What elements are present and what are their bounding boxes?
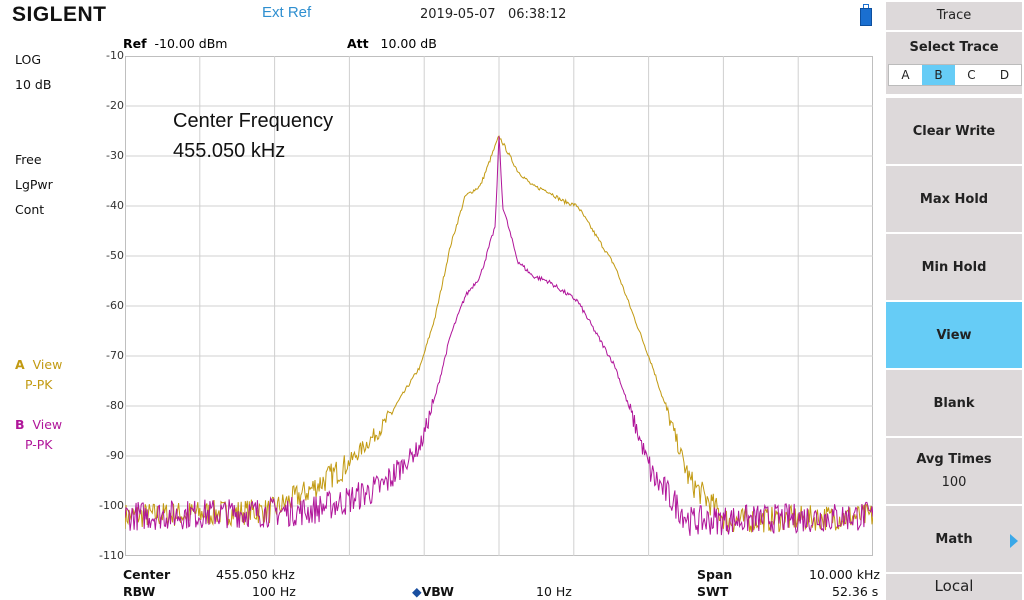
- vbw-label: VBW: [421, 584, 454, 599]
- rbw-label: RBW: [123, 584, 156, 599]
- scale-per-div: 10 dB: [15, 77, 52, 92]
- max-hold-label: Max Hold: [919, 191, 989, 207]
- ext-ref-indicator: Ext Ref: [262, 4, 312, 21]
- swt-label: SWT: [697, 584, 729, 599]
- span-label: Span: [697, 567, 733, 582]
- y-tick-label: -100: [99, 499, 124, 512]
- ref-level: Ref -10.00 dBm: [123, 36, 227, 51]
- time-text: 06:38:12: [507, 7, 567, 22]
- y-tick-label: -70: [106, 349, 124, 362]
- local-button[interactable]: Local: [886, 574, 1022, 600]
- trace-option-b[interactable]: B: [922, 65, 955, 85]
- center-label: Center: [123, 567, 171, 582]
- trace-b-detector: P-PK: [25, 437, 53, 452]
- y-tick-label: -90: [106, 449, 124, 462]
- trace-selector[interactable]: A B C D: [888, 64, 1022, 86]
- date-text: 2019-05-07: [420, 7, 496, 22]
- detector: LgPwr: [15, 177, 53, 192]
- ref-label: Ref: [123, 36, 147, 51]
- ref-value: -10.00 dBm: [154, 36, 228, 51]
- trace-b-line: [125, 135, 873, 536]
- y-tick-label: -10: [106, 49, 124, 62]
- y-tick-label: -80: [106, 399, 124, 412]
- y-tick-label: -40: [106, 199, 124, 212]
- blank-button[interactable]: Blank: [886, 370, 1022, 436]
- center-frequency-annotation: Center Frequency 455.050 kHz: [173, 106, 333, 166]
- y-tick-label: -20: [106, 99, 124, 112]
- siglent-logo: SIGLENT: [12, 3, 107, 26]
- min-hold-label: Min Hold: [921, 259, 987, 275]
- rbw-value: 100 Hz: [252, 584, 296, 599]
- clear-write-label: Clear Write: [912, 123, 996, 139]
- vbw-value: 10 Hz: [536, 584, 572, 599]
- trace-a-detector: P-PK: [25, 377, 53, 392]
- y-tick-label: -110: [99, 549, 124, 562]
- clear-write-button[interactable]: Clear Write: [886, 98, 1022, 164]
- select-trace-label: Select Trace: [909, 40, 999, 55]
- trace-a-letter: A: [15, 357, 25, 372]
- max-hold-button[interactable]: Max Hold: [886, 166, 1022, 232]
- scale-type: LOG: [15, 52, 42, 67]
- y-tick-label: -60: [106, 299, 124, 312]
- graticule: [125, 56, 873, 556]
- submenu-arrow-icon: [1010, 534, 1018, 548]
- trace-a-status: A View: [15, 357, 62, 372]
- trace-b-letter: B: [15, 417, 25, 432]
- menu-title: Trace: [886, 2, 1022, 30]
- y-tick-label: -30: [106, 149, 124, 162]
- vbw-indicator: ◆VBW: [412, 584, 454, 599]
- trace-option-a[interactable]: A: [901, 68, 910, 82]
- sweep-type: Cont: [15, 202, 45, 217]
- select-trace-panel[interactable]: Select Trace A B C D: [886, 32, 1022, 94]
- trace-b-status: B View: [15, 417, 62, 432]
- att-value: 10.00 dB: [380, 36, 437, 51]
- view-label: View: [936, 327, 972, 343]
- sweep-mode: Free: [15, 152, 42, 167]
- att-label: Att: [347, 36, 369, 51]
- y-tick-label: -50: [106, 249, 124, 262]
- span-value: 10.000 kHz: [809, 567, 880, 582]
- usb-icon: [860, 4, 872, 26]
- trace-option-d[interactable]: D: [999, 68, 1010, 82]
- view-button[interactable]: View: [886, 302, 1022, 368]
- annotation-line2: 455.050 kHz: [173, 140, 286, 162]
- spectrum-graph[interactable]: [125, 56, 873, 556]
- annotation-line1: Center Frequency: [173, 110, 334, 132]
- avg-times-value: 100: [941, 475, 967, 490]
- center-value: 455.050 kHz: [216, 567, 295, 582]
- trace-a-mode: View: [32, 357, 63, 372]
- diamond-icon: ◆: [412, 584, 422, 599]
- swt-value: 52.36 s: [832, 584, 879, 599]
- trace-b-mode: View: [32, 417, 63, 432]
- math-button[interactable]: Math: [886, 506, 1022, 572]
- min-hold-button[interactable]: Min Hold: [886, 234, 1022, 300]
- avg-times-button[interactable]: Avg Times 100: [886, 438, 1022, 504]
- attenuation: Att 10.00 dB: [347, 36, 437, 51]
- datetime: 2019-05-07 06:38:12: [420, 7, 566, 22]
- trace-option-c[interactable]: C: [967, 68, 976, 82]
- math-label: Math: [935, 531, 973, 547]
- blank-label: Blank: [933, 395, 975, 411]
- avg-times-label: Avg Times: [916, 452, 992, 467]
